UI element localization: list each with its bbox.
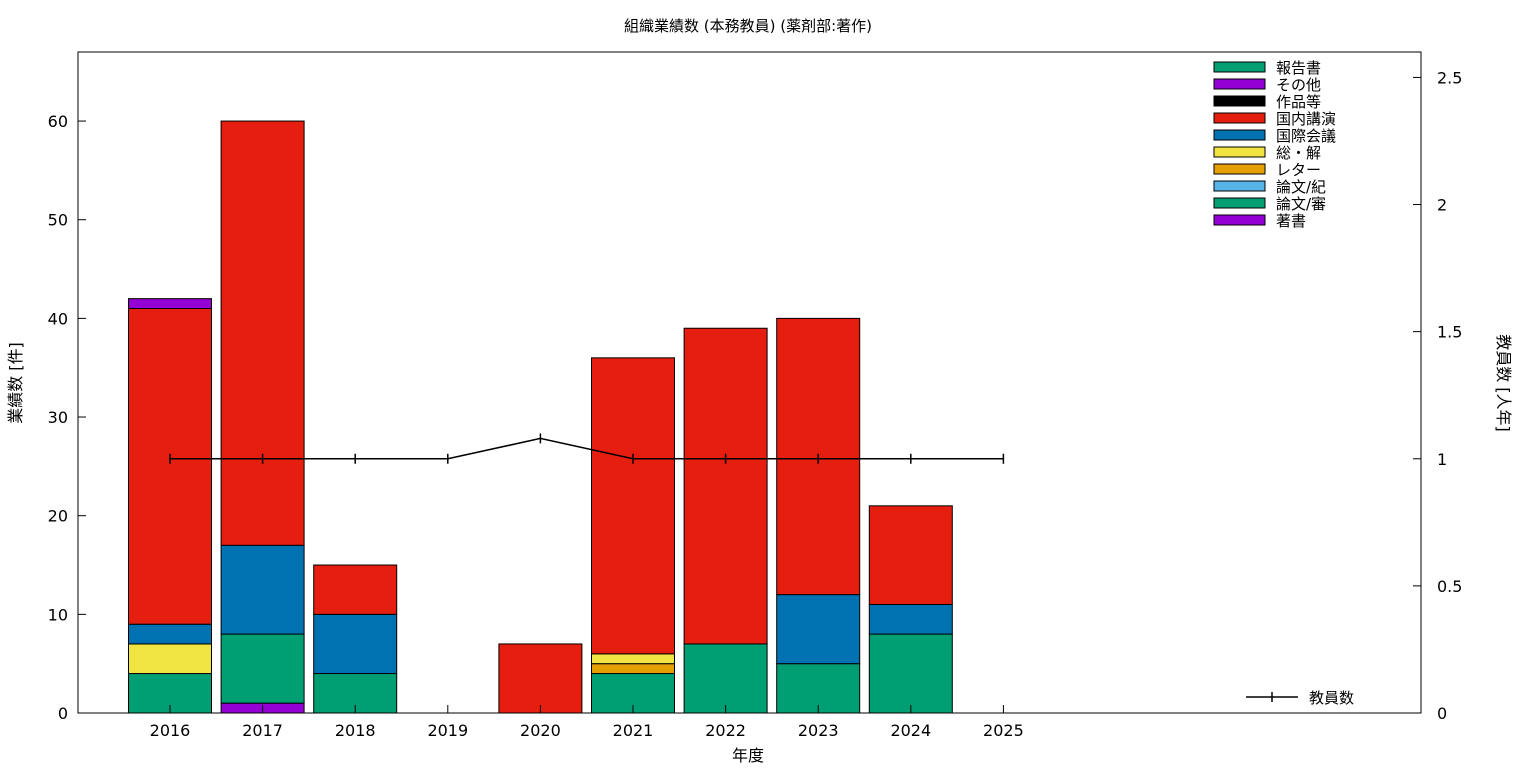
line-series: [170, 437, 1004, 460]
x-tick-label: 2019: [427, 721, 468, 740]
legend-swatch: [1213, 61, 1266, 73]
y-axis-label: 業績数 [件]: [6, 342, 25, 424]
line-legend-label: 教員数: [1309, 689, 1354, 707]
bar-segment: [128, 308, 212, 625]
x-tick-label: 2023: [798, 721, 839, 740]
bar-segment: [128, 298, 212, 310]
legend-swatch: [1213, 129, 1266, 141]
bar-segment: [683, 327, 768, 645]
bar-segment: [220, 120, 305, 546]
bar-segment: [683, 643, 768, 714]
y-tick-label: 30: [48, 408, 68, 427]
y2-tick-label: 2: [1437, 196, 1447, 215]
x-tick-label: 2021: [613, 721, 654, 740]
x-tick-label: 2022: [705, 721, 746, 740]
y-tick-label: 50: [48, 211, 68, 230]
x-tick-label: 2020: [520, 721, 561, 740]
bar-segment: [220, 633, 305, 704]
y-tick-label: 20: [48, 507, 68, 526]
legend-swatch: [1213, 146, 1266, 158]
legend-label: その他: [1276, 76, 1321, 94]
legend-swatch: [1213, 180, 1266, 192]
x-tick-label: 2018: [335, 721, 376, 740]
bar-segment: [776, 594, 861, 665]
legend-label: 総・解: [1276, 144, 1321, 162]
bar-segment: [313, 613, 398, 675]
x-tick-label: 2025: [983, 721, 1024, 740]
y-tick-label: 40: [48, 309, 68, 328]
y-axis: 0 10 20 30 40 50 60: [48, 112, 86, 723]
line-layer: [169, 433, 1005, 464]
legend-label: 作品等: [1276, 93, 1321, 111]
plot-frame: [77, 51, 1422, 714]
legend-label: レター: [1276, 161, 1321, 179]
legend-label: 国内講演: [1276, 110, 1336, 128]
bar-segment: [313, 564, 398, 615]
y2-axis-label: 教員数 [人年]: [1494, 334, 1513, 432]
bar-segment: [591, 653, 675, 665]
legend-label: 著書: [1276, 212, 1306, 230]
bar-segment: [128, 643, 212, 675]
bar-segment: [868, 633, 953, 714]
y-tick-label: 0: [58, 704, 68, 723]
legend-label: 論文/紀: [1276, 178, 1326, 196]
legend-label: 国際会議: [1276, 127, 1336, 145]
bar-segment: [591, 663, 675, 675]
legend-swatch: [1213, 163, 1266, 175]
y2-tick-label: 2.5: [1437, 68, 1462, 87]
legend-swatch: [1213, 95, 1266, 107]
chart-title: 組織業績数 (本務教員) (薬剤部:著作): [624, 17, 872, 35]
x-axis: 2016 2017 2018 2019 2020 2021 2022 2023 2024 2025: [150, 705, 1024, 740]
legend-swatch: [1213, 112, 1266, 124]
y-tick-label: 60: [48, 112, 68, 131]
x-axis-label: 年度: [732, 746, 764, 765]
y2-tick-label: 1: [1437, 450, 1447, 469]
x-tick-label: 2024: [890, 721, 931, 740]
bars-layer: [128, 120, 953, 714]
bar-segment: [868, 603, 953, 635]
y-tick-label: 10: [48, 605, 68, 624]
bar-segment: [128, 623, 212, 645]
line-legend: 教員数: [1246, 689, 1354, 707]
legend-swatch: [1213, 78, 1266, 90]
legend-label: 論文/審: [1276, 195, 1326, 213]
y2-tick-label: 0: [1437, 704, 1447, 723]
y2-axis: 0 0.5 1 1.5 2 2.5: [1413, 68, 1462, 723]
x-tick-label: 2016: [150, 721, 191, 740]
y2-tick-label: 0.5: [1437, 577, 1462, 596]
legend-label: 報告書: [1276, 59, 1321, 77]
legend-swatch: [1213, 214, 1266, 226]
bar-segment: [868, 505, 953, 605]
bar-segment: [776, 663, 861, 714]
bar-segment: [498, 643, 583, 714]
x-tick-label: 2017: [242, 721, 283, 740]
bar-segment: [591, 357, 675, 655]
bar-segment: [220, 544, 305, 635]
legend-swatch: [1213, 197, 1266, 209]
y2-tick-label: 1.5: [1437, 323, 1462, 342]
